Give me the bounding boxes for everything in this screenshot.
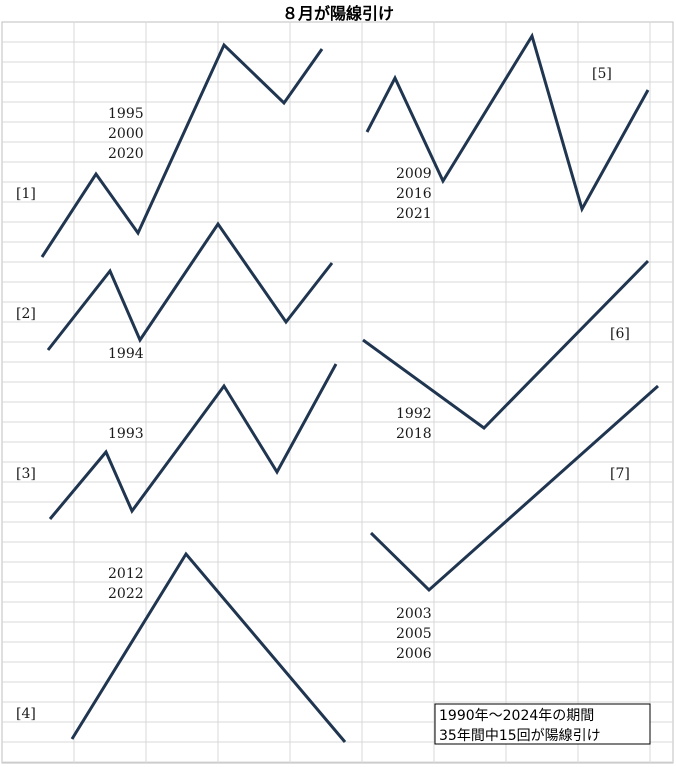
pattern-line-3 <box>48 363 338 520</box>
grid <box>1 21 674 764</box>
pattern-line-1 <box>40 42 324 258</box>
pattern-line-2 <box>46 221 334 351</box>
grid-border <box>1 21 674 764</box>
summary-line-2: 35年間中15回が陽線引け <box>439 728 601 744</box>
pattern-line-7 <box>369 384 659 593</box>
summary-line-1: 1990年～2024年の期間 <box>439 708 594 724</box>
pattern-6-year-0: 1992 <box>396 406 432 422</box>
pattern-label-7: [7] <box>610 466 630 482</box>
pattern-7-year-2: 2006 <box>396 646 432 662</box>
pattern-line-4 <box>70 551 347 743</box>
chart-title: ８月が陽線引け <box>282 4 394 23</box>
pattern-4-year-1: 2022 <box>108 586 144 602</box>
pattern-label-2: [2] <box>16 306 36 322</box>
summary-box: 1990年～2024年の期間 35年間中15回が陽線引け <box>434 703 651 745</box>
pattern-5-year-2: 2021 <box>396 206 432 222</box>
pattern-1-year-0: 1995 <box>108 106 144 122</box>
pattern-2-year-0: 1994 <box>108 346 144 362</box>
pattern-5-year-1: 2016 <box>396 186 432 202</box>
pattern-line-6 <box>362 259 650 430</box>
pattern-5-year-0: 2009 <box>396 166 432 182</box>
pattern-1-year-2: 2020 <box>108 146 144 162</box>
pattern-7-year-0: 2003 <box>396 606 432 622</box>
pattern-lines <box>40 32 659 743</box>
summary-border <box>434 703 651 745</box>
pattern-line-5 <box>365 32 650 213</box>
pattern-4-year-0: 2012 <box>108 566 144 582</box>
pattern-label-5: [5] <box>592 66 612 82</box>
pattern-label-6: [6] <box>610 326 630 342</box>
pattern-3-year-0: 1993 <box>108 426 144 442</box>
pattern-label-3: [3] <box>16 466 36 482</box>
pattern-labels: [1] 1995 2000 2020 [2] 1994 [3] 1993 [4] 2012 2022… <box>16 66 630 722</box>
pattern-label-4: [4] <box>16 706 36 722</box>
pattern-label-1: [1] <box>16 186 36 202</box>
pattern-7-year-1: 2005 <box>396 626 432 642</box>
pattern-1-year-1: 2000 <box>108 126 144 142</box>
pattern-6-year-1: 2018 <box>396 426 432 442</box>
